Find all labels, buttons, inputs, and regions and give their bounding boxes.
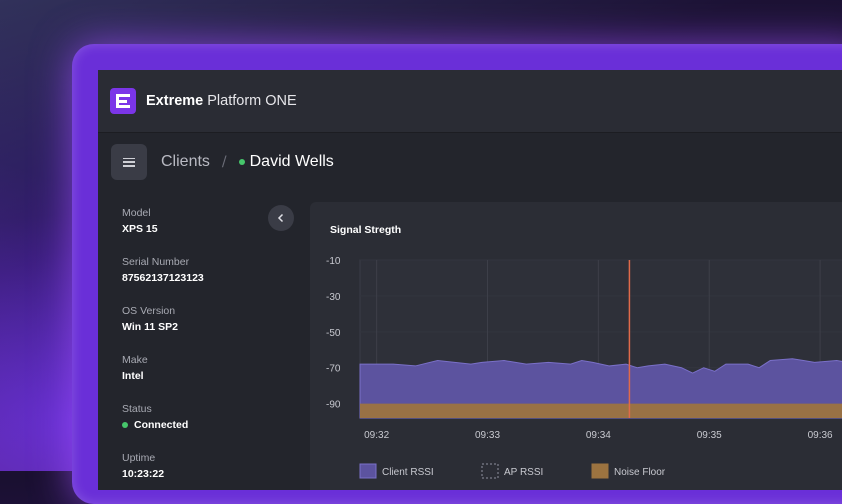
breadcrumb-clients-link[interactable]: Clients — [161, 153, 210, 170]
client-rssi-area — [359, 358, 842, 419]
legend-ap-rssi-swatch — [481, 463, 499, 479]
y-tick-label: -70 — [326, 364, 341, 375]
chart-title: Signal Stregth — [330, 224, 402, 236]
legend-noise-floor-label: Noise Floor — [614, 467, 666, 478]
detail-serial: Serial Number 87562137123123 — [122, 255, 282, 287]
detail-label: Make — [122, 354, 148, 366]
detail-uptime: Uptime 10:23:22 — [122, 451, 282, 483]
app-title: Extreme Platform ONE — [146, 93, 297, 109]
connected-dot-icon — [122, 422, 128, 428]
noise-floor-area — [360, 403, 842, 418]
detail-value: 10:23:22 — [122, 468, 165, 480]
detail-label: OS Version — [122, 305, 176, 317]
legend-noise-floor-swatch — [591, 463, 609, 479]
detail-value: Intel — [122, 370, 144, 382]
y-tick-label: -90 — [326, 400, 341, 411]
detail-label: Model — [122, 207, 151, 219]
detail-model: Model XPS 15 — [122, 206, 282, 238]
breadcrumb-separator: / — [221, 154, 227, 170]
x-tick-label: 09:34 — [586, 430, 611, 441]
detail-label: Uptime — [122, 452, 156, 464]
legend-client-rssi-label: Client RSSI — [382, 467, 434, 478]
breadcrumb: Clients / David Wells — [98, 132, 842, 192]
collapse-panel-button[interactable] — [268, 205, 294, 231]
brand-bold: Extreme — [146, 93, 204, 109]
signal-chart-panel: Signal Stregth -10 -30 -50 -70 -90 09:32 09:33… — [310, 202, 842, 490]
x-tick-label: 09:36 — [808, 430, 833, 441]
status-dot-icon — [238, 159, 245, 165]
x-tick-label: 09:32 — [364, 430, 389, 441]
hamburger-icon — [123, 157, 135, 167]
detail-value: Connected — [122, 416, 282, 434]
page-title: David Wells — [249, 153, 334, 170]
detail-label: Serial Number — [122, 256, 190, 268]
menu-button[interactable] — [111, 144, 147, 180]
brand-light: Platform ONE — [207, 93, 297, 109]
detail-value: 87562137123123 — [122, 272, 204, 284]
legend-ap-rssi-label: AP RSSI — [504, 467, 543, 478]
detail-os: OS Version Win 11 SP2 — [122, 304, 282, 336]
x-tick-label: 09:33 — [475, 430, 500, 441]
legend-client-rssi-swatch — [359, 463, 377, 479]
top-bar: Extreme Platform ONE — [98, 70, 842, 133]
extreme-logo-icon[interactable] — [110, 88, 136, 114]
detail-value: XPS 15 — [122, 223, 158, 235]
detail-value: Win 11 SP2 — [122, 321, 178, 333]
detail-status: Status Connected — [122, 402, 282, 434]
x-tick-label: 09:35 — [697, 430, 722, 441]
detail-make: Make Intel — [122, 353, 282, 385]
y-tick-label: -10 — [326, 256, 341, 267]
y-tick-label: -30 — [326, 292, 341, 303]
client-details: Model XPS 15 Serial Number 8756213712312… — [122, 206, 282, 490]
app-screen: Extreme Platform ONE Clients / David Wel… — [98, 70, 842, 490]
signal-chart: -10 -30 -50 -70 -90 09:32 09:33 09:34 09:35 09:36… — [326, 256, 842, 479]
chevron-left-icon — [277, 213, 284, 223]
status-text: Connected — [134, 419, 189, 431]
y-tick-label: -50 — [326, 328, 341, 339]
detail-label: Status — [122, 403, 152, 415]
